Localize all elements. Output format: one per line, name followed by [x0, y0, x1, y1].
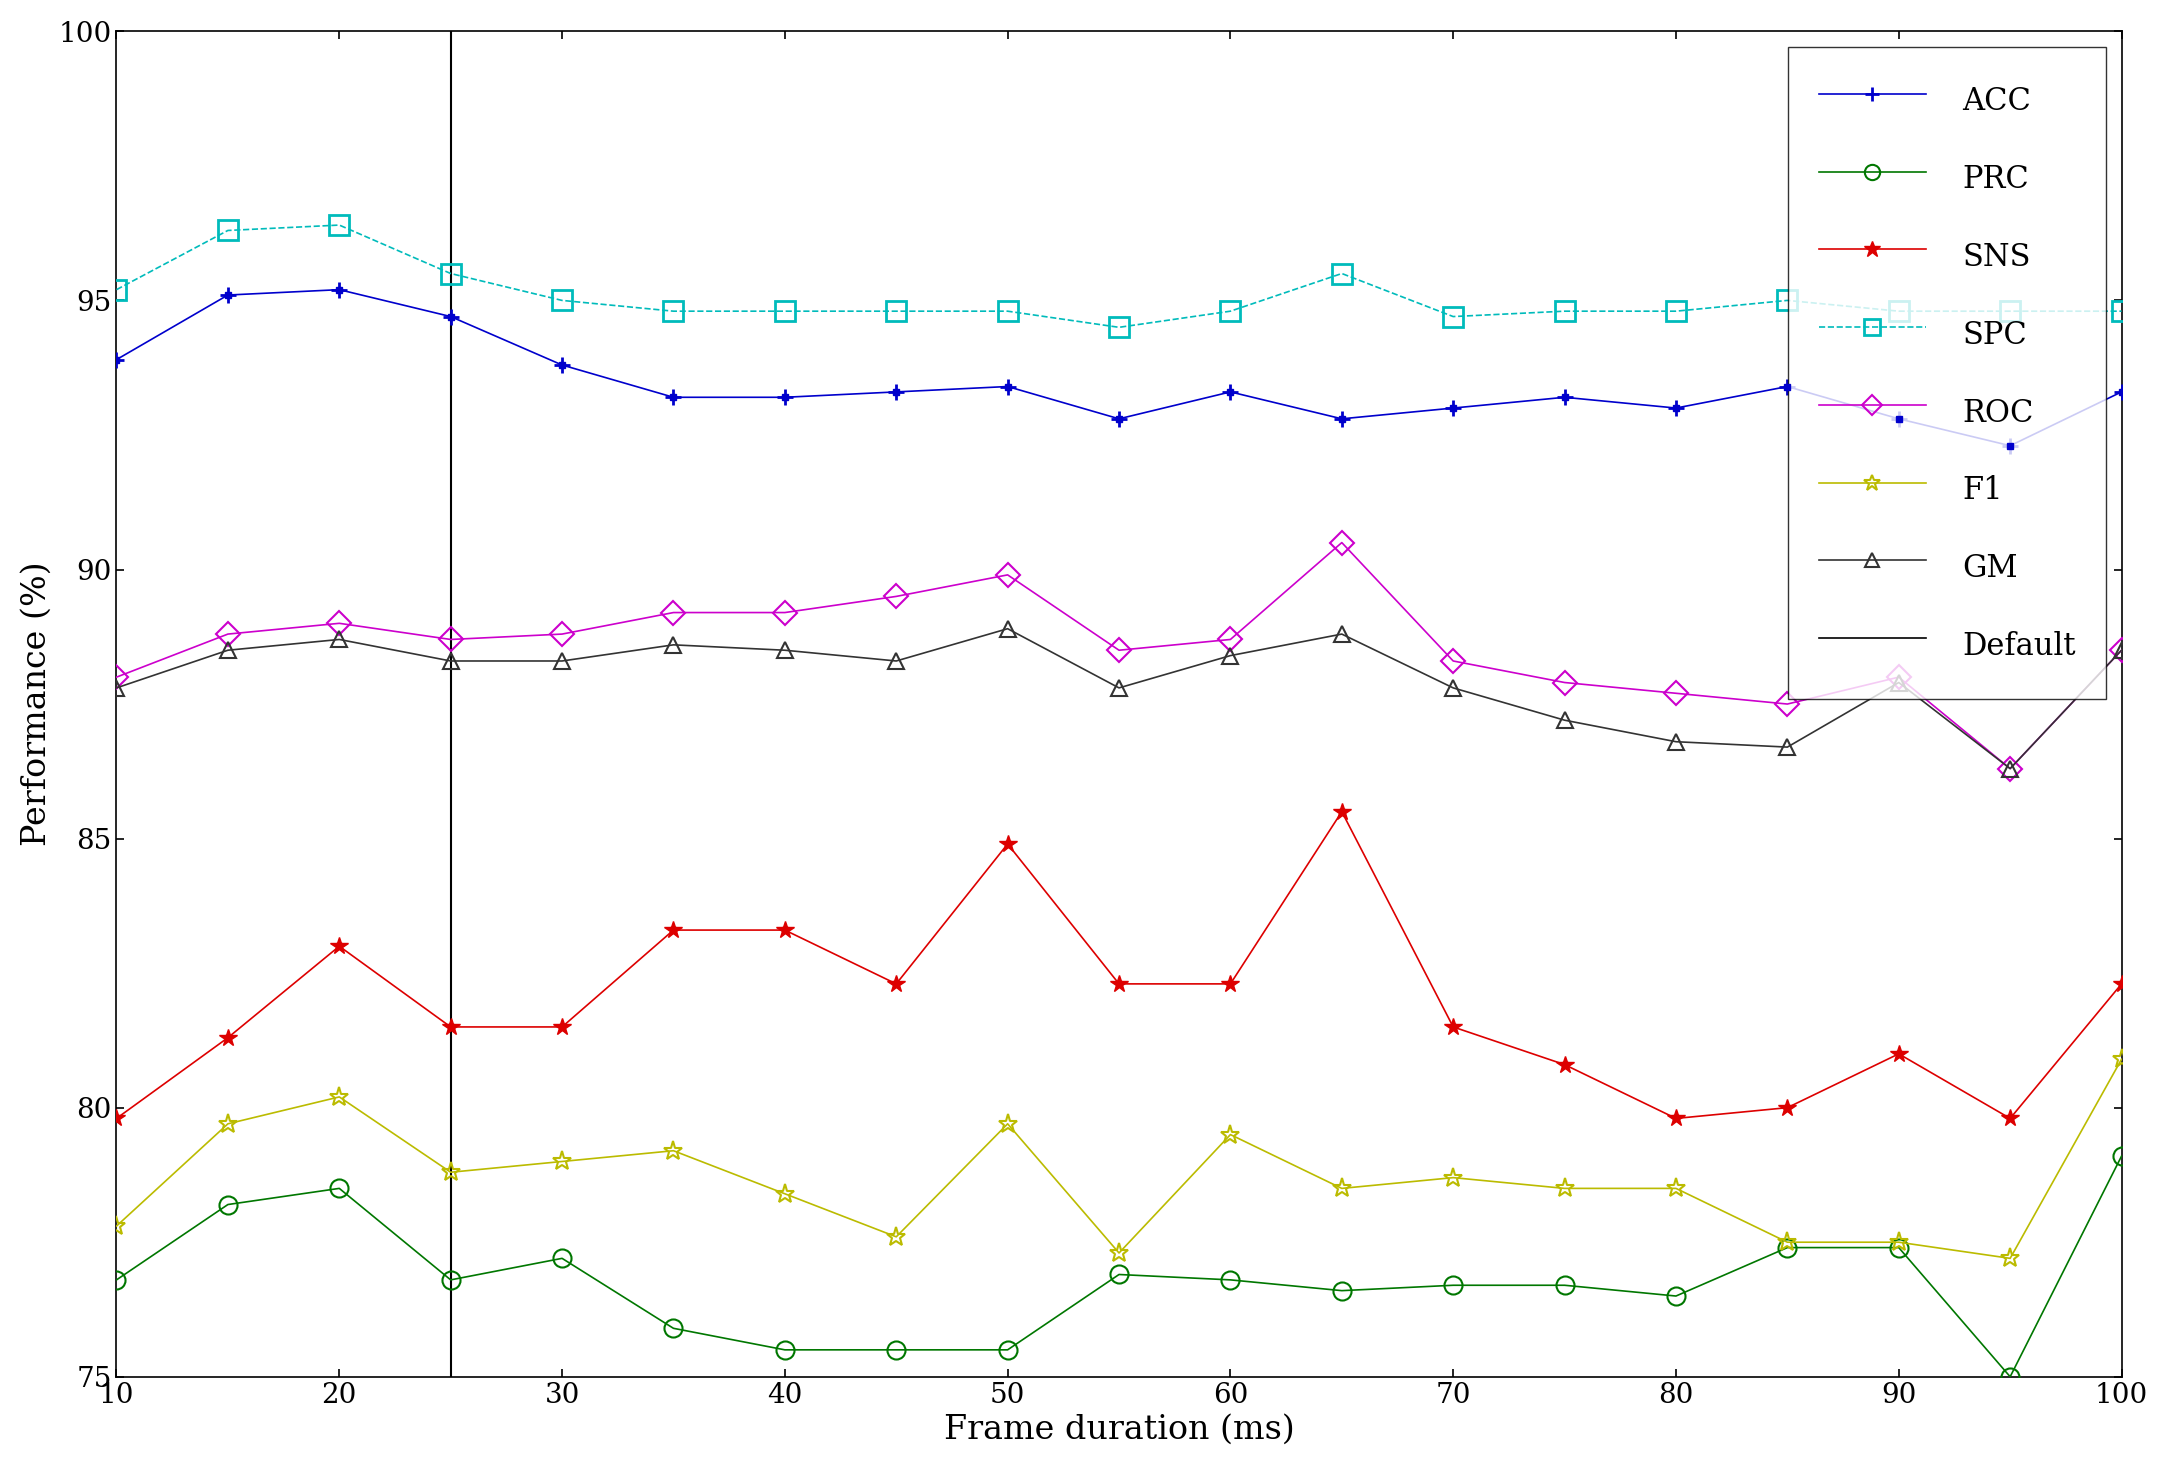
- Legend: ACC, PRC, SNS, SPC, ROC, F1, GM, Default: ACC, PRC, SNS, SPC, ROC, F1, GM, Default: [1787, 47, 2106, 700]
- X-axis label: Frame duration (ms): Frame duration (ms): [944, 1414, 1295, 1446]
- Y-axis label: Performance (%): Performance (%): [22, 562, 52, 846]
